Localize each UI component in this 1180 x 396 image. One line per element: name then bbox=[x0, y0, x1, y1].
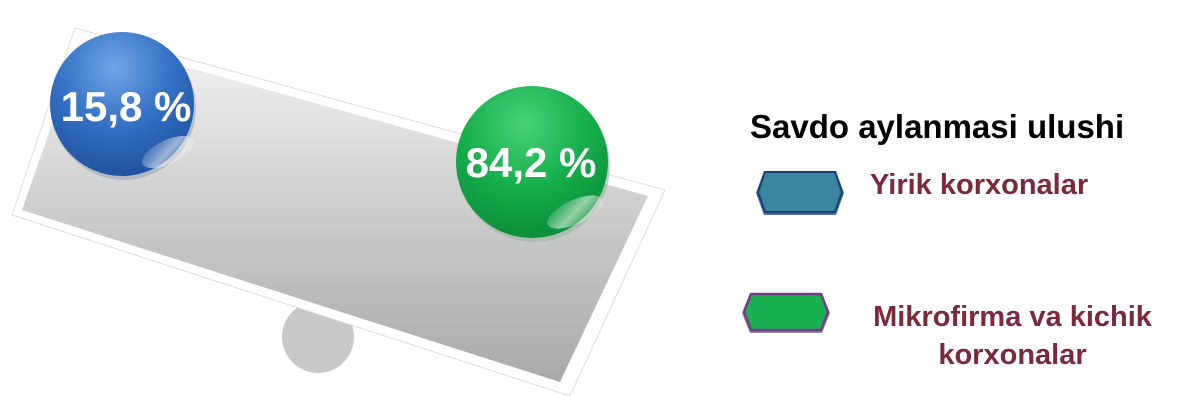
value-label-yirik: 15,8 % bbox=[61, 83, 192, 130]
legend: Savdo aylanmasi ulushi Yirik korxonalar … bbox=[720, 0, 1180, 396]
balance-scale-chart: 15,8 % 84,2 % bbox=[11, 27, 666, 396]
value-label-mikrofirma: 84,2 % bbox=[466, 139, 597, 186]
legend-label-yirik: Yirik korxonalar bbox=[870, 169, 1089, 201]
legend-label-mikrofirma: Mikrofirma va kichik korxonalar bbox=[873, 301, 1152, 371]
legend-item-yirik bbox=[754, 168, 1174, 218]
legend-swatch-mikrofirma bbox=[742, 292, 830, 333]
legend-item-mikrofirma: Mikrofirma va kichik korxonalar bbox=[740, 290, 1180, 390]
chart-title: Savdo aylanmasi ulushi bbox=[750, 108, 1125, 145]
ball-mikrofirma: 84,2 % bbox=[456, 86, 610, 242]
legend-swatch-yirik bbox=[756, 171, 844, 215]
ball-yirik: 15,8 % bbox=[50, 32, 196, 180]
